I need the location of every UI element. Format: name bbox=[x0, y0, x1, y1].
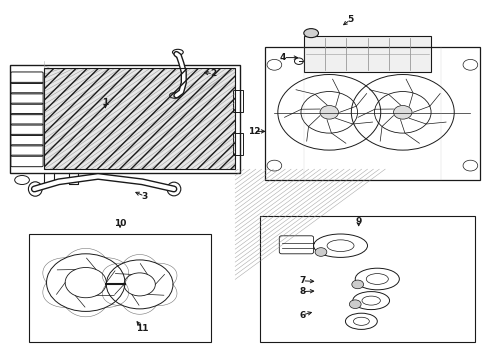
Text: 1: 1 bbox=[102, 98, 108, 107]
Bar bbox=[233, 90, 243, 112]
Text: 4: 4 bbox=[280, 53, 287, 62]
Text: 6: 6 bbox=[299, 310, 305, 320]
Bar bbox=[44, 68, 235, 169]
Text: 3: 3 bbox=[142, 192, 147, 201]
Bar bbox=[44, 68, 235, 169]
Circle shape bbox=[349, 300, 361, 309]
Circle shape bbox=[315, 248, 327, 256]
Circle shape bbox=[352, 280, 364, 289]
Text: 10: 10 bbox=[114, 219, 126, 228]
Text: 2: 2 bbox=[210, 69, 216, 78]
Bar bbox=[233, 133, 243, 155]
Text: 8: 8 bbox=[299, 287, 305, 296]
Bar bbox=[304, 36, 431, 72]
Ellipse shape bbox=[304, 29, 318, 37]
Text: 9: 9 bbox=[355, 217, 362, 226]
Text: 7: 7 bbox=[299, 276, 306, 285]
Text: 12: 12 bbox=[247, 127, 260, 136]
Bar bbox=[265, 47, 480, 180]
Bar bbox=[10, 65, 240, 173]
Bar bbox=[260, 216, 475, 342]
Text: 5: 5 bbox=[347, 15, 353, 24]
Circle shape bbox=[393, 105, 412, 119]
Bar bbox=[29, 234, 211, 342]
Circle shape bbox=[320, 105, 339, 119]
Text: 11: 11 bbox=[136, 324, 148, 333]
